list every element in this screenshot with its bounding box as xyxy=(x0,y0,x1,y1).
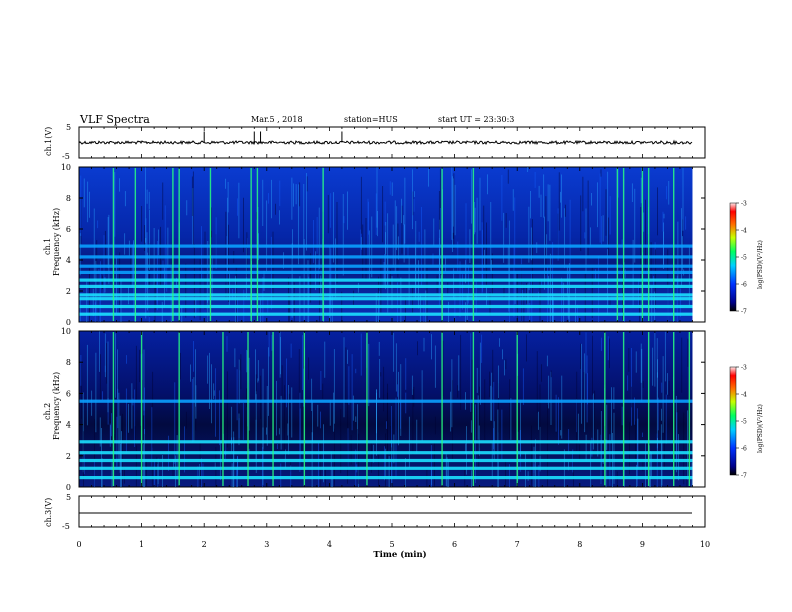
ch1-waveform-panel: ch.1(V) 5 -5 xyxy=(44,123,706,161)
ch2-ytick-label: 10 xyxy=(61,327,71,336)
ch3-wave-ytick-top: 5 xyxy=(66,493,71,502)
x-tick-label: 8 xyxy=(577,540,582,549)
ch1-freq-band xyxy=(79,278,693,282)
colorbar-tick-label: -6 xyxy=(741,282,747,289)
ch2-spec-ylabel: Frequency (kHz) xyxy=(52,372,61,440)
ch2-ytick-label: 2 xyxy=(66,452,71,461)
ch3-waveform-panel: ch.3(V) 5 -5 xyxy=(44,493,706,531)
ch2-ytick-label: 0 xyxy=(66,483,71,492)
start-time-label: start UT = 23:30:3 xyxy=(438,115,514,124)
ch1-freq-band xyxy=(79,293,693,297)
ch1-wave-ylabel: ch.1(V) xyxy=(44,127,53,156)
ch1-colorbar: -3 -4 -5 -6 -7 log(PSD)(V²/Hz) xyxy=(729,201,764,316)
colorbar-tick-label: -4 xyxy=(741,392,747,399)
ch2-spectrogram-panel: 0 2 4 6 8 10 ch.2 Frequency (kHz) xyxy=(43,327,706,492)
ch2-freq-band xyxy=(79,451,693,455)
ch1-ytick-label: 2 xyxy=(66,287,71,296)
ch2-freq-band xyxy=(79,466,693,470)
station-label: station=HUS xyxy=(344,115,398,124)
x-tick-label: 4 xyxy=(327,540,332,549)
ch1-ytick-label: 10 xyxy=(61,163,71,172)
ch1-freq-band xyxy=(79,264,693,268)
figure-title: VLF Spectra xyxy=(79,113,150,126)
ch3-wave-ytick-bottom: -5 xyxy=(62,522,70,531)
ch2-ytick-label: 4 xyxy=(66,421,71,430)
colorbar-tick-label: -4 xyxy=(741,228,747,235)
x-tick-label: 7 xyxy=(515,540,520,549)
ch2-colorbar: -3 -4 -5 -6 -7 log(PSD)(V²/Hz) xyxy=(729,365,764,480)
ch1-spec-ylabel-ch: ch.1 xyxy=(43,238,52,255)
colorbar-tick-label: -7 xyxy=(741,473,747,480)
colorbar-tick-label: -6 xyxy=(741,446,747,453)
ch1-spectrogram-image xyxy=(79,167,693,322)
colorbar-tick-label: -5 xyxy=(741,419,747,426)
ch3-waveform-frame xyxy=(78,495,706,528)
ch2-spectrogram-image xyxy=(79,331,693,487)
ch1-ytick-label: 0 xyxy=(66,318,71,327)
ch1-freq-band xyxy=(79,284,693,288)
ch1-ytick-label: 8 xyxy=(66,194,71,203)
ch1-spectrogram-panel: 0 2 4 6 8 10 ch.1 Frequency (kHz) xyxy=(43,163,706,327)
colorbar-tick-label: -5 xyxy=(741,255,747,262)
ch2-freq-band xyxy=(79,399,693,403)
x-tick-label: 1 xyxy=(139,540,144,549)
ch1-colorbar-label: log(PSD)(V²/Hz) xyxy=(757,240,764,289)
ch2-colorbar-gradient xyxy=(729,366,737,476)
colorbar-tick-label: -7 xyxy=(741,309,747,316)
colorbar-tick-label: -3 xyxy=(741,201,747,208)
time-axis: 0 1 2 3 4 5 6 7 8 9 10 xyxy=(76,127,710,549)
x-tick-label: 2 xyxy=(202,540,207,549)
ch1-ytick-label: 4 xyxy=(66,256,71,265)
ch2-freq-band xyxy=(79,476,693,480)
ch2-colorbar-label: log(PSD)(V²/Hz) xyxy=(757,404,764,453)
ch1-wave-ytick-bottom: -5 xyxy=(62,152,70,161)
ch3-wave-ylabel: ch.3(V) xyxy=(44,498,53,527)
x-tick-label: 5 xyxy=(389,540,394,549)
ch1-wave-ytick-top: 5 xyxy=(66,123,71,132)
x-tick-label: 6 xyxy=(452,540,457,549)
x-tick-label: 10 xyxy=(700,540,710,549)
ch1-freq-band xyxy=(79,270,693,274)
ch1-ytick-label: 6 xyxy=(66,225,71,234)
x-tick-label: 0 xyxy=(76,540,81,549)
ch2-freq-band xyxy=(79,458,693,463)
ch2-freq-band xyxy=(79,440,693,444)
colorbar-tick-label: -3 xyxy=(741,365,747,372)
ch1-colorbar-gradient xyxy=(729,202,737,312)
x-tick-label: 9 xyxy=(640,540,645,549)
ch2-ytick-label: 8 xyxy=(66,358,71,367)
ch1-spec-ylabel: Frequency (kHz) xyxy=(52,208,61,276)
date-label: Mar.5 , 2018 xyxy=(251,115,303,124)
ch2-spec-ylabel-ch: ch.2 xyxy=(43,403,52,420)
ch1-freq-band xyxy=(79,304,693,309)
x-tick-label: 3 xyxy=(264,540,269,549)
ch1-waveform-trace xyxy=(78,139,693,146)
ch1-freq-band xyxy=(79,244,693,248)
ch2-ytick-label: 6 xyxy=(66,389,71,398)
ch1-freq-band xyxy=(79,297,693,301)
ch1-freq-band xyxy=(79,312,693,316)
x-axis-label: Time (min) xyxy=(373,549,426,560)
ch1-freq-band xyxy=(79,255,693,259)
